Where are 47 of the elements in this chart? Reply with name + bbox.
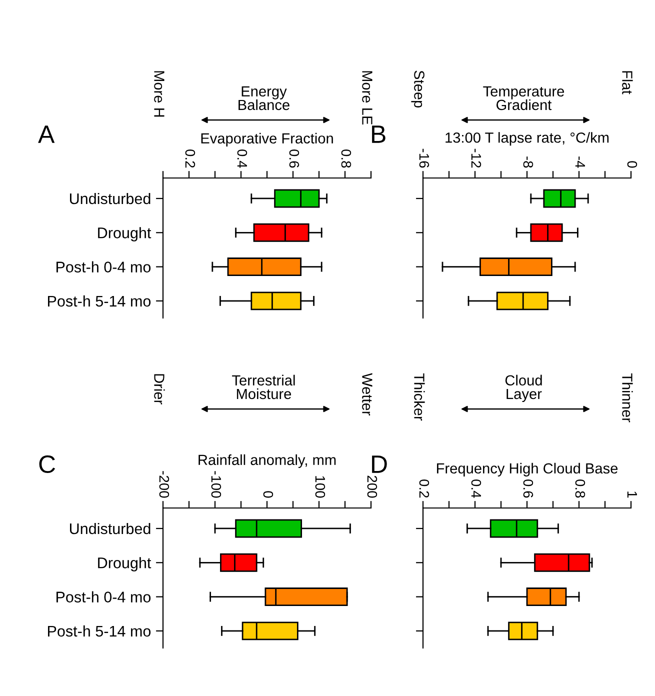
x-tick-label: 0.2	[419, 480, 430, 498]
text: Steep	[411, 70, 424, 108]
x-tick-label: -200	[159, 471, 170, 498]
x-tick-label: -16	[419, 148, 430, 168]
x-tick-label: -8	[523, 156, 534, 168]
text: C	[39, 455, 56, 474]
x-tick-label: 0	[627, 161, 638, 168]
y-tick-label: Undisturbed	[70, 192, 150, 204]
text: More H	[154, 71, 164, 117]
x-tick-label: 0.8	[341, 150, 352, 168]
chart-title: Temperature Gradient	[483, 86, 564, 110]
chart-title: Energy Balance	[238, 86, 290, 110]
chart-title: Terrestrial Moisture	[232, 374, 295, 400]
x-tick-label: -100	[211, 471, 222, 498]
x-tick-label: 0.2	[185, 150, 196, 168]
y-tick-label: Drought	[98, 557, 152, 572]
text: Wetter	[362, 373, 372, 416]
y-tick-label: Post-h 0-4 mo	[56, 591, 151, 602]
text: Thinner	[622, 373, 633, 422]
text: B	[372, 126, 386, 143]
text: Thicker	[414, 373, 425, 421]
x-tick-label: 0.8	[575, 480, 586, 498]
x-tick-label: 1	[627, 492, 637, 498]
text: D	[372, 456, 387, 473]
x-tick-label: 100	[315, 476, 326, 498]
x-tick-label: 200	[367, 476, 378, 498]
x-tick-label: 0.6	[289, 150, 300, 168]
text: Flat	[622, 71, 633, 94]
x-tick-label: -4	[575, 156, 585, 168]
text: More LE	[362, 71, 372, 124]
x-axis-title: Frequency High Cloud Base	[437, 462, 618, 476]
x-tick-label: 0.4	[471, 480, 482, 498]
text: Drier	[154, 374, 165, 404]
y-tick-label: Post-h 5-14 mo	[48, 625, 151, 637]
x-tick-label: 0	[263, 491, 274, 498]
y-tick-label: Undisturbed	[70, 522, 150, 534]
x-axis-title: 13:00 T lapse rate, °C/km	[446, 132, 609, 146]
y-tick-label: Post-h 5-14 mo	[48, 295, 151, 307]
x-axis-title: Evaporative Fraction	[201, 132, 333, 146]
x-tick-label: -12	[471, 148, 482, 168]
x-tick-label: 0.4	[237, 150, 248, 168]
y-tick-label: Drought	[98, 227, 152, 242]
x-axis-title: Rainfall anomaly, mm	[198, 454, 336, 468]
chart-title: Cloud Layer	[505, 374, 542, 402]
text: A	[38, 126, 55, 143]
x-tick-label: 0.6	[523, 480, 534, 498]
y-tick-label: Post-h 0-4 mo	[56, 261, 151, 272]
